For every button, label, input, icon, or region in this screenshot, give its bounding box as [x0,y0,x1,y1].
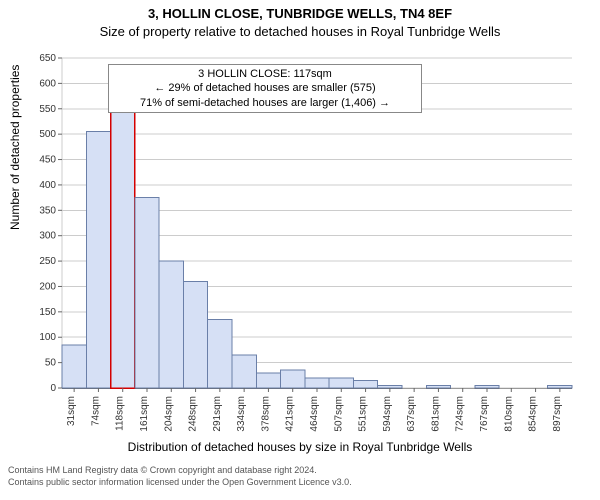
bars-group [62,101,572,388]
bar [256,373,280,388]
svg-text:551sqm: 551sqm [358,396,369,432]
svg-text:767sqm: 767sqm [479,396,490,432]
bar [475,385,499,388]
svg-text:450: 450 [39,155,56,166]
attribution-line1: Contains HM Land Registry data © Crown c… [8,465,352,477]
bar [135,198,159,388]
svg-text:724sqm: 724sqm [455,396,466,432]
chart-title-description: Size of property relative to detached ho… [0,24,600,39]
svg-text:897sqm: 897sqm [552,396,563,432]
bar [353,380,377,388]
bar [208,319,232,388]
svg-text:421sqm: 421sqm [285,396,296,432]
svg-text:637sqm: 637sqm [406,396,417,432]
svg-text:378sqm: 378sqm [260,396,271,432]
svg-text:250: 250 [39,256,56,267]
svg-text:100: 100 [39,332,56,343]
bar [86,132,110,388]
bar [62,345,86,388]
svg-text:854sqm: 854sqm [528,396,539,432]
svg-text:291sqm: 291sqm [212,396,223,432]
svg-text:594sqm: 594sqm [382,396,393,432]
svg-text:300: 300 [39,231,56,242]
svg-text:507sqm: 507sqm [333,396,344,432]
bar [232,355,256,388]
svg-text:650: 650 [39,53,56,64]
chart-title-address: 3, HOLLIN CLOSE, TUNBRIDGE WELLS, TN4 8E… [0,6,600,21]
svg-text:200: 200 [39,281,56,292]
svg-text:50: 50 [45,358,57,369]
svg-text:334sqm: 334sqm [236,396,247,432]
bar [305,378,329,388]
y-axis-ticks: 0 50 100 150 200 250 300 350 400 450 500 550 600 650 [39,53,62,394]
chart-container: 3, HOLLIN CLOSE, TUNBRIDGE WELLS, TN4 8E… [0,0,600,500]
svg-text:74sqm: 74sqm [90,396,101,426]
svg-text:500: 500 [39,129,56,140]
bar [183,281,207,388]
annotation-line1: 3 HOLLIN CLOSE: 117sqm [115,67,415,81]
x-axis-ticks: 31sqm 74sqm 118sqm 161sqm 204sqm 248sqm 291sqm… [66,388,563,432]
svg-text:118sqm: 118sqm [115,396,126,431]
svg-text:0: 0 [50,383,56,394]
svg-text:400: 400 [39,180,56,191]
svg-text:810sqm: 810sqm [503,396,514,432]
annotation-line3: 71% of semi-detached houses are larger (… [115,96,415,110]
highlight-annotation: 3 HOLLIN CLOSE: 117sqm ← 29% of detached… [108,64,422,113]
attribution: Contains HM Land Registry data © Crown c… [8,465,352,488]
svg-text:600: 600 [39,78,56,89]
svg-text:150: 150 [39,307,56,318]
bar [426,385,450,388]
x-axis-label: Distribution of detached houses by size … [0,440,600,454]
svg-text:350: 350 [39,205,56,216]
svg-text:248sqm: 248sqm [188,396,199,432]
bar [329,378,353,388]
svg-text:550: 550 [39,104,56,115]
svg-text:31sqm: 31sqm [66,396,77,426]
svg-text:681sqm: 681sqm [430,396,441,432]
annotation-line2: ← 29% of detached houses are smaller (57… [115,81,415,95]
bar [111,101,135,388]
bar [378,385,402,388]
svg-text:464sqm: 464sqm [309,396,320,432]
bar [281,370,305,388]
bar [159,261,183,388]
y-axis-label: Number of detached properties [8,65,22,230]
svg-text:204sqm: 204sqm [163,396,174,432]
bar [548,385,572,388]
svg-text:161sqm: 161sqm [139,396,150,432]
attribution-line2: Contains public sector information licen… [8,477,352,489]
